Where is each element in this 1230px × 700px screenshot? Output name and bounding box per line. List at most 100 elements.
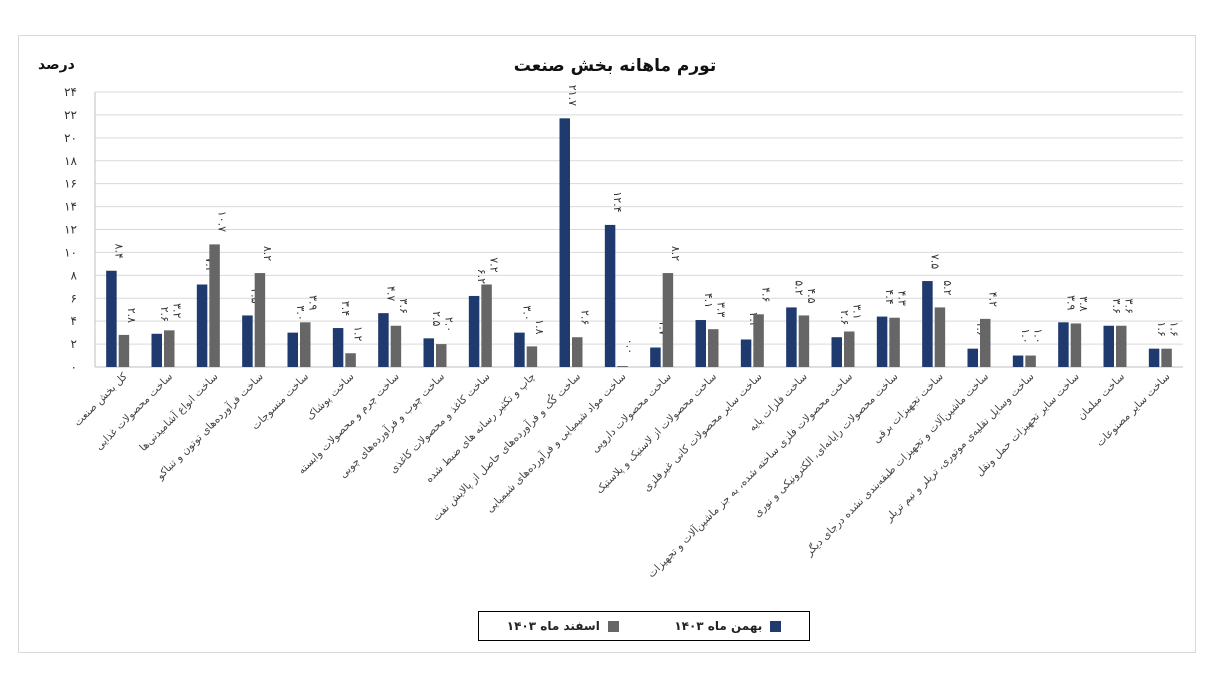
y-axis-label: درصد [38,57,75,73]
y-tick-label: ۲ [71,337,77,351]
x-category-label: ساخت محصولات دارویی [589,371,674,456]
bar-esfand [662,273,674,367]
data-label-esfand: ۳.۱ [850,304,863,319]
data-label-esfand: ۸.۲ [261,246,274,261]
data-label-bahman: ۱۲.۴ [611,191,624,212]
bar-bahman [468,295,480,367]
y-tick-label: ۲۴ [64,85,77,99]
data-label-esfand: ۵.۲ [941,280,954,295]
y-tick-label: ۱۶ [64,177,77,191]
data-label-esfand: ۳.۲ [170,303,183,318]
bar-bahman [514,332,525,367]
legend-swatch-bahman [770,620,782,632]
data-label-esfand: ۲.۰ [442,317,455,332]
data-label-bahman: ۳.۰ [520,305,533,320]
bar-bahman [559,118,570,368]
data-label-bahman: ۱.۰ [1019,328,1032,343]
x-category-label: ساخت محصولات غذایی [93,371,175,453]
bar-bahman [287,332,298,367]
data-label-esfand: ۳.۸ [1077,296,1090,311]
bar-bahman [967,348,978,367]
legend-label-esfand: اسفند ماه ۱۴۰۳ [506,619,600,633]
y-tick-label: ۰ [71,360,77,374]
bar-esfand [617,366,628,367]
data-label-esfand: ۴.۳ [896,291,909,306]
bar-bahman [332,328,344,367]
data-label-bahman: ۲.۶ [158,307,171,322]
data-label-esfand: ۷.۲ [488,257,501,272]
bar-bahman [1148,348,1160,367]
data-label-bahman: ۳.۰ [294,305,307,320]
y-tick-label: ۱۰ [64,245,77,259]
bar-bahman [1058,322,1069,367]
bar-bahman [650,347,661,367]
chart-title: تورم ماهانه بخش صنعت [513,56,717,76]
bar-esfand [844,331,855,367]
data-label-esfand: ۳.۳ [714,302,727,317]
data-label-bahman: ۵.۲ [792,280,805,295]
data-label-esfand: ۲.۸ [125,308,138,323]
data-label-esfand: ۱.۸ [533,319,546,334]
bar-esfand [980,318,991,367]
bar-bahman [151,333,162,367]
data-label-esfand: ۳.۶ [397,299,410,314]
bar-esfand [889,317,900,367]
data-label-bahman: ۳.۴ [339,301,352,316]
bar-bahman [876,316,888,367]
legend: بهمن ماه ۱۴۰۳ اسفند ماه ۱۴۰۳ [478,611,810,641]
bar-bahman [1012,355,1024,367]
data-label-bahman: ۳.۶ [1110,299,1123,314]
data-label-esfand: ۳.۹ [306,295,319,310]
legend-item-bahman: بهمن ماه ۱۴۰۳ [674,619,782,633]
bar-bahman [831,337,842,367]
bar-bahman [378,313,389,367]
legend-swatch-esfand [607,620,619,632]
bar-esfand [254,273,266,367]
bar-esfand [209,244,220,367]
data-label-esfand: ۱.۶ [1168,321,1181,336]
bar-esfand [390,325,402,367]
data-label-bahman: ۴.۱ [702,293,715,308]
data-label-esfand: ۲.۶ [578,310,591,325]
bar-bahman [106,270,117,367]
bar-esfand [1116,325,1127,367]
x-category-label: ساخت انواع آشامیدنی‌ها [137,370,221,454]
data-label-esfand: ۴.۵ [805,288,818,303]
bar-esfand [934,307,946,367]
bar-esfand [708,329,719,367]
data-label-bahman: ۴.۷ [384,286,397,301]
x-category-label: ساخت محصولات فلزی ساخته شده، به جز ماشین… [645,370,855,580]
bar-bahman [423,338,434,367]
bar-esfand [1025,355,1036,367]
bar-esfand [526,346,538,367]
bar-esfand [300,322,311,367]
data-label-bahman: ۲.۵ [430,311,443,326]
bar-esfand [118,334,130,367]
data-label-bahman: ۷.۵ [928,254,941,269]
data-label-esfand: ۱.۲ [352,326,365,341]
legend-label-bahman: بهمن ماه ۱۴۰۳ [674,619,763,633]
data-label-bahman: ۴.۴ [883,289,896,304]
bar-bahman [922,281,933,367]
data-label-esfand: ۴.۶ [760,287,773,302]
legend-item-esfand: اسفند ماه ۱۴۰۳ [507,619,619,633]
bar-esfand [753,314,764,367]
data-label-bahman: ۲.۶ [838,310,851,325]
bar-bahman [196,284,208,367]
bar-bahman [786,307,797,367]
bar-esfand [1070,323,1082,367]
data-label-esfand: ۸.۲ [669,246,682,261]
bar-esfand [436,344,447,367]
data-label-esfand: ۳.۶ [1122,299,1135,314]
bar-esfand [572,337,583,367]
bar-bahman [1103,325,1114,367]
y-tick-label: ۲۲ [64,108,77,122]
data-label-esfand: ۱۰.۷ [216,211,229,232]
data-label-bahman: ۲۱.۷ [566,85,579,106]
y-tick-label: ۴ [71,314,77,328]
bar-bahman [740,339,752,367]
data-label-bahman: ۶.۲ [475,269,488,284]
data-label-esfand: ۰.۰ [624,339,637,354]
bar-esfand [164,330,175,367]
